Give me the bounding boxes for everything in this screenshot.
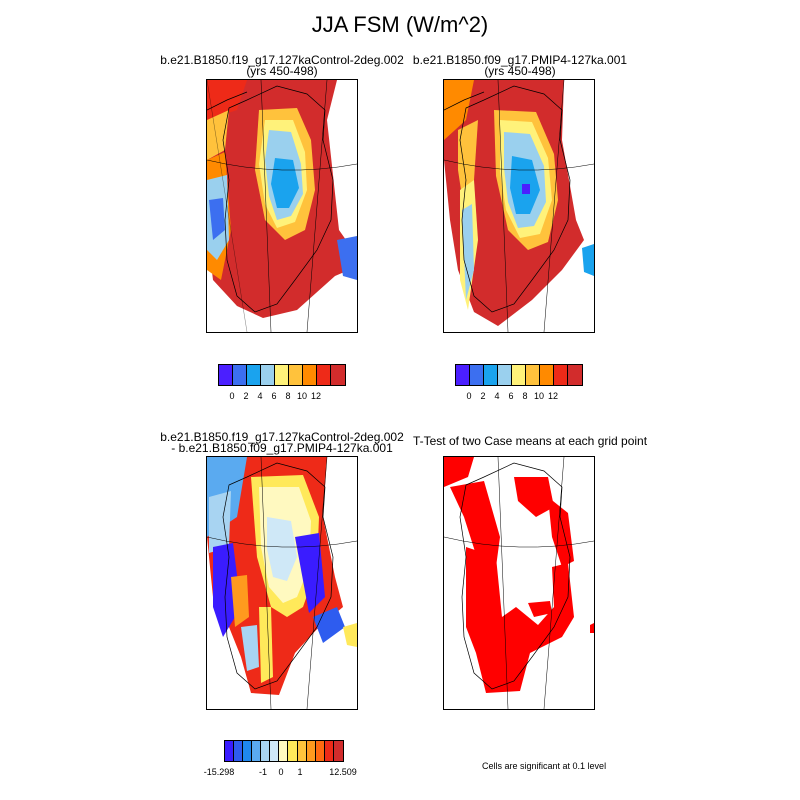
colorbar-pmip4-swatch (498, 365, 512, 385)
panel-pmip4-title-line2: (yrs 450-498) (484, 64, 556, 78)
colorbar-pmip4-swatch (512, 365, 526, 385)
colorbar-difference-swatch (279, 741, 289, 761)
colorbar-difference-swatch (297, 741, 307, 761)
colorbar-pmip4-tick-label: 6 (508, 391, 514, 401)
colorbar-difference-swatch (333, 741, 343, 761)
colorbar-difference (224, 740, 344, 762)
colorbar-control-swatch (247, 365, 261, 385)
colorbar-difference-tick-label: 12.509 (329, 767, 357, 777)
colorbar-control-swatch (219, 365, 233, 385)
graticule-difference (207, 457, 357, 709)
map-control (206, 79, 358, 333)
panel-control-title-line2: (yrs 450-498) (246, 64, 318, 78)
colorbar-difference-swatch (270, 741, 280, 761)
colorbar-pmip4-tick-label: 4 (494, 391, 500, 401)
colorbar-difference-swatch (225, 741, 235, 761)
colorbar-control-swatch (289, 365, 303, 385)
colorbar-pmip4-swatch (526, 365, 540, 385)
colorbar-control-swatch (233, 365, 247, 385)
colorbar-pmip4-swatch (540, 365, 554, 385)
coastline-pmip4 (444, 85, 571, 313)
colorbar-difference-swatch (288, 741, 298, 761)
colorbar-difference-swatch (234, 741, 244, 761)
colorbar-difference-swatch (306, 741, 316, 761)
colorbar-pmip4-swatch (568, 365, 582, 385)
graticule-pmip4 (444, 80, 594, 332)
panel-pmip4-title-line1: b.e21.B1850.f09_g17.PMIP4-127ka.001 (412, 53, 628, 67)
colorbar-pmip4-labels: 0 2 4 6 8 10 12 (455, 391, 581, 403)
colorbar-control-labels: 0 2 4 6 8 10 12 (218, 391, 344, 403)
colorbar-difference-tick-label: -1 (258, 767, 268, 777)
colorbar-control-tick-label: 2 (243, 391, 249, 401)
colorbar-pmip4-tick-label: 2 (480, 391, 486, 401)
graticule-control (207, 80, 357, 332)
colorbar-difference-labels: -15.298 -1 0 1 12.509 (203, 767, 359, 779)
coastline-ttest (459, 462, 571, 690)
panel-control-title: b.e21.B1850.f19_g17.127kaControl-2deg.00… (146, 53, 418, 78)
colorbar-pmip4-tick-label: 10 (533, 391, 545, 401)
field-difference (207, 457, 357, 695)
colorbar-difference-swatch (261, 741, 271, 761)
colorbar-control-swatch (275, 365, 289, 385)
field-control (207, 80, 357, 318)
colorbar-pmip4-tick-label: 8 (522, 391, 528, 401)
colorbar-difference-swatch (243, 741, 253, 761)
colorbar-pmip4-swatch (456, 365, 470, 385)
panel-difference-title-line2: - b.e21.B1850.f09_g17.PMIP4-127ka.001 (171, 441, 393, 455)
colorbar-difference-tick-label: -15.298 (203, 767, 235, 777)
significance-note: Cells are significant at 0.1 level (482, 761, 607, 771)
colorbar-difference-tick-label: 1 (297, 767, 303, 777)
figure-title: JJA FSM (W/m^2) (311, 12, 489, 37)
colorbar-control-swatch (303, 365, 317, 385)
colorbar-control-swatch (261, 365, 275, 385)
colorbar-control-tick-label: 12 (310, 391, 322, 401)
colorbar-difference-swatch (252, 741, 262, 761)
colorbar-pmip4-tick-label: 0 (466, 391, 472, 401)
colorbar-pmip4-swatch (470, 365, 484, 385)
colorbar-difference-swatch (315, 741, 325, 761)
coastline-control (207, 85, 334, 313)
panel-ttest-title: T-Test of two Case means at each grid po… (384, 434, 676, 448)
colorbar-control-swatch (317, 365, 331, 385)
colorbar-pmip4-tick-label: 12 (547, 391, 559, 401)
colorbar-control-tick-label: 0 (229, 391, 235, 401)
map-pmip4 (443, 79, 595, 333)
panel-difference-title-line1: b.e21.B1850.f19_g17.127kaControl-2deg.00… (160, 430, 404, 444)
field-ttest (444, 457, 594, 693)
panel-pmip4-title: b.e21.B1850.f09_g17.PMIP4-127ka.001 (yrs… (384, 53, 656, 78)
colorbar-control (218, 364, 346, 386)
graticule-ttest (444, 457, 594, 709)
field-pmip4 (444, 80, 594, 326)
map-difference (206, 456, 358, 710)
colorbar-pmip4 (455, 364, 583, 386)
panel-ttest-title-line1: T-Test of two Case means at each grid po… (412, 434, 648, 448)
panel-control-title-line1: b.e21.B1850.f19_g17.127kaControl-2deg.00… (160, 53, 404, 67)
colorbar-pmip4-swatch (484, 365, 498, 385)
colorbar-control-tick-label: 10 (296, 391, 308, 401)
colorbar-control-swatch (331, 365, 345, 385)
colorbar-difference-tick-label: 0 (278, 767, 284, 777)
colorbar-control-tick-label: 8 (285, 391, 291, 401)
map-ttest (443, 456, 595, 710)
colorbar-control-tick-label: 6 (271, 391, 277, 401)
coastline-difference (222, 462, 334, 690)
panel-difference-title: b.e21.B1850.f19_g17.127kaControl-2deg.00… (146, 430, 418, 455)
colorbar-difference-swatch (324, 741, 334, 761)
colorbar-pmip4-swatch (554, 365, 568, 385)
colorbar-control-tick-label: 4 (257, 391, 263, 401)
